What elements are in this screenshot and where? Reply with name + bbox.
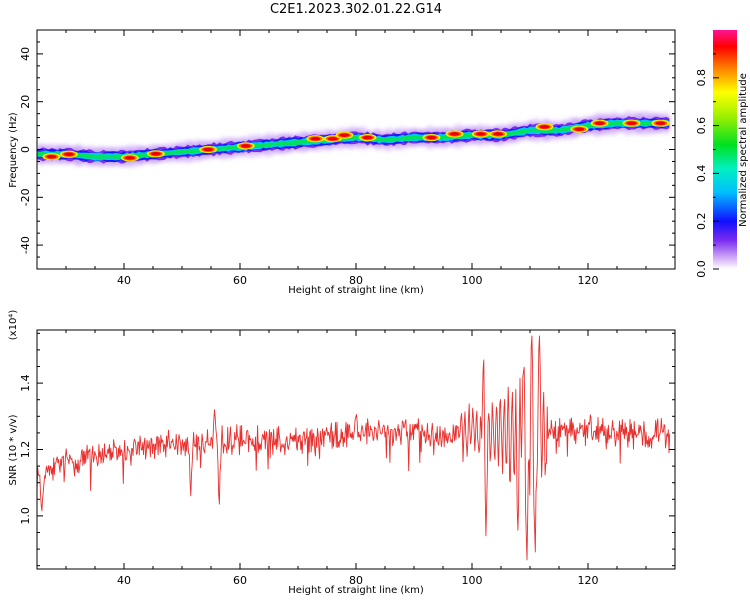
- spectrogram-panel: 40 60 80 100 120 -40 -20 0 20 40 Height of strai…: [8, 29, 676, 296]
- x-tick-label: 80: [349, 574, 363, 587]
- x-tick-label: 80: [349, 274, 363, 287]
- colorbar-tick-label: 0.8: [695, 69, 708, 87]
- spectral-peak: [240, 144, 251, 148]
- spectral-peak: [362, 135, 373, 140]
- spectral-band: [37, 110, 670, 169]
- spectral-peak: [493, 132, 504, 136]
- colorbar-label: Normalized spectral amplitude: [738, 73, 749, 227]
- spectral-peak: [475, 132, 486, 136]
- spectral-peak: [310, 136, 321, 141]
- spectral-peak: [124, 156, 135, 160]
- snr-series-line: [37, 335, 671, 561]
- y-tick-label: -20: [19, 188, 32, 206]
- snr-y-ticks: 1.0 1.2 1.4: [19, 332, 675, 567]
- colorbar-tick-label: 0.4: [695, 165, 708, 183]
- snr-panel: 40 60 80 100 120 1.0 1.2 1.4 Height of straigh…: [8, 310, 676, 596]
- y-tick-label: 1.4: [19, 374, 32, 392]
- colorbar-tick-label: 0.2: [695, 212, 708, 230]
- spectrogram-y-ticks: -40 -20 0 20 40: [19, 29, 675, 270]
- spectral-peaks: [42, 119, 670, 162]
- x-tick-label: 100: [462, 574, 483, 587]
- spectral-peak: [327, 136, 338, 141]
- spectral-peak: [150, 152, 161, 156]
- x-tick-label: 100: [462, 274, 483, 287]
- spectral-peak: [203, 147, 214, 152]
- spectral-peak: [426, 135, 437, 140]
- spectral-peak: [574, 127, 585, 131]
- spectrogram-x-ticks: 40 60 80 100 120: [36, 30, 676, 287]
- snr-multiplier: (x10⁴): [8, 310, 19, 341]
- spectral-peak: [626, 121, 637, 126]
- y-tick-label: 1.2: [19, 441, 32, 459]
- snr-x-ticks: 40 60 80 100 120: [36, 330, 676, 587]
- colorbar-tick-label: 0.0: [695, 260, 708, 278]
- spectral-peak: [594, 121, 605, 126]
- colorbar-gradient: [713, 30, 737, 269]
- colorbar: 0.0 0.2 0.4 0.6 0.8 Normalized spectral ampl…: [695, 30, 749, 278]
- spectral-band-layer: [37, 120, 670, 160]
- spectral-peak: [63, 152, 74, 157]
- chart-title: C2E1.2023.302.01.22.G14: [270, 2, 442, 17]
- spectral-peak: [46, 154, 57, 159]
- spectrogram-y-label: Frequency (Hz): [8, 112, 19, 188]
- x-tick-label: 60: [233, 274, 247, 287]
- y-tick-label: -40: [19, 236, 32, 254]
- y-tick-label: 20: [19, 95, 32, 109]
- spectral-peak: [339, 133, 350, 137]
- snr-y-label: SNR (10 * v/v): [8, 414, 19, 485]
- y-tick-label: 0: [19, 146, 32, 153]
- x-tick-label: 40: [117, 574, 131, 587]
- x-tick-label: 120: [578, 574, 599, 587]
- spectral-peak: [655, 121, 666, 126]
- x-tick-label: 120: [578, 274, 599, 287]
- y-tick-label: 40: [19, 47, 32, 61]
- x-tick-label: 40: [117, 274, 131, 287]
- spectral-peak: [539, 124, 550, 129]
- spectral-peak: [449, 132, 460, 136]
- snr-x-label: Height of straight line (km): [288, 585, 424, 596]
- spectrogram-x-label: Height of straight line (km): [288, 285, 424, 296]
- spectrogram-image: [37, 110, 670, 169]
- colorbar-ticks: 0.0 0.2 0.4 0.6 0.8: [695, 53, 719, 278]
- colorbar-tick-label: 0.6: [695, 117, 708, 135]
- y-tick-label: 1.0: [19, 507, 32, 525]
- x-tick-label: 60: [233, 574, 247, 587]
